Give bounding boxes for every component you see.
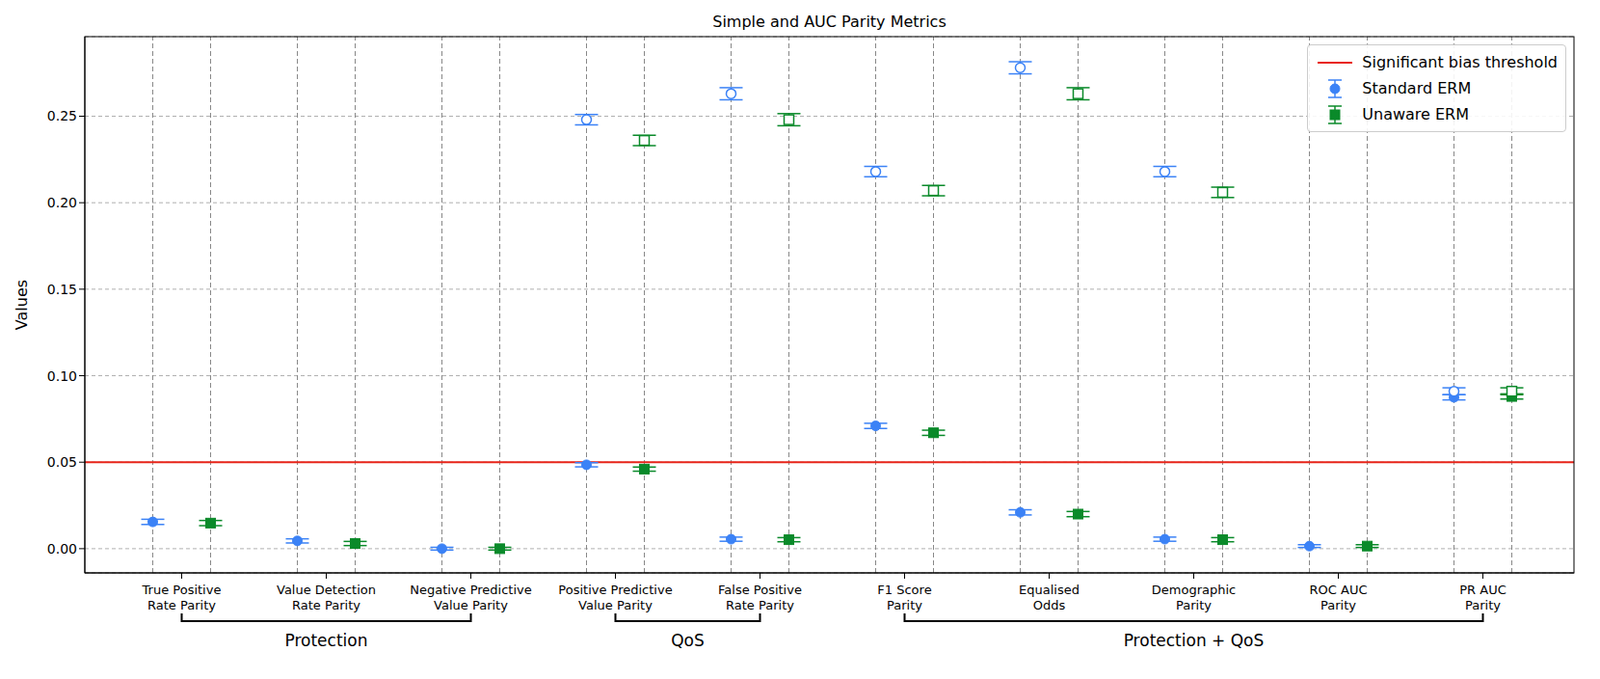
svg-text:F1 ScoreParity: F1 ScoreParity bbox=[877, 582, 932, 613]
svg-text:True PositiveRate Parity: True PositiveRate Parity bbox=[141, 582, 222, 613]
svg-text:PR AUCParity: PR AUCParity bbox=[1459, 582, 1507, 613]
svg-text:EqualisedOdds: EqualisedOdds bbox=[1018, 582, 1080, 613]
svg-text:Negative PredictiveValue Parit: Negative PredictiveValue Parity bbox=[409, 582, 533, 613]
svg-text:Simple and AUC Parity Metrics: Simple and AUC Parity Metrics bbox=[712, 12, 946, 31]
svg-text:0.00: 0.00 bbox=[47, 540, 78, 557]
svg-text:ROC AUCParity: ROC AUCParity bbox=[1309, 582, 1368, 613]
html-text:Significant bias threshold: Significant bias threshold bbox=[1362, 53, 1558, 72]
svg-text:DemographicParity: DemographicParity bbox=[1151, 582, 1236, 613]
svg-text:0.20: 0.20 bbox=[47, 194, 78, 211]
svg-text:0.25: 0.25 bbox=[47, 107, 78, 124]
svg-text:False PositiveRate Parity: False PositiveRate Parity bbox=[718, 582, 802, 613]
svg-text:QoS: QoS bbox=[670, 630, 705, 650]
svg-text:Protection + QoS: Protection + QoS bbox=[1123, 630, 1265, 650]
svg-text:Positive PredictiveValue Parit: Positive PredictiveValue Parity bbox=[558, 582, 672, 613]
svg-text:Value DetectionRate Parity: Value DetectionRate Parity bbox=[276, 582, 376, 613]
svg-text:Protection: Protection bbox=[284, 630, 368, 650]
html-text:Unaware ERM: Unaware ERM bbox=[1362, 105, 1469, 124]
svg-text:0.10: 0.10 bbox=[47, 368, 78, 384]
svg-text:0.05: 0.05 bbox=[47, 453, 78, 470]
svg-text:0.15: 0.15 bbox=[47, 281, 78, 297]
html-text:Standard ERM: Standard ERM bbox=[1362, 79, 1472, 98]
svg-text:Values: Values bbox=[12, 279, 31, 330]
